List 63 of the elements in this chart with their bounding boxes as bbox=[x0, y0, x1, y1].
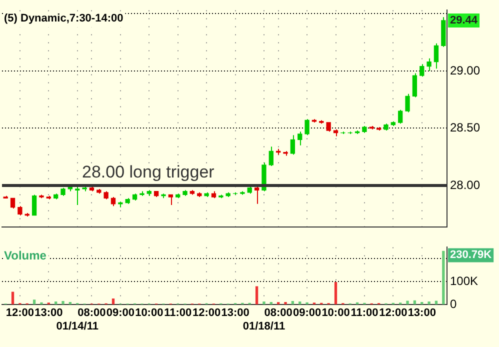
x-tick-label: 09:00 bbox=[292, 307, 322, 320]
annotation: 29.44 bbox=[450, 14, 478, 27]
bar bbox=[68, 302, 72, 304]
bar bbox=[334, 282, 338, 304]
bar bbox=[270, 302, 272, 304]
x-tick-label: 13:00 bbox=[34, 307, 63, 320]
bar bbox=[298, 301, 302, 304]
chart-title: Volume bbox=[4, 248, 47, 263]
x-tick-label: 01/18/11 bbox=[242, 320, 286, 332]
x-tick-label: 12:00 bbox=[192, 307, 221, 320]
candlestick bbox=[254, 185, 260, 204]
bar bbox=[62, 301, 64, 304]
y-tick-label: 100K bbox=[450, 274, 478, 288]
x-tick-label: 08:00 bbox=[78, 307, 106, 320]
bar bbox=[112, 298, 115, 304]
bar bbox=[420, 302, 424, 304]
x-tick-label: 01/14/11 bbox=[56, 320, 98, 332]
candlestick bbox=[405, 93, 410, 113]
x-tick-label: 12:00 bbox=[379, 307, 408, 320]
x-tick-label: 12:00 bbox=[6, 307, 34, 320]
ref-line-label: 28.00 long trigger bbox=[82, 162, 215, 182]
candlestick bbox=[398, 109, 403, 124]
candlestick bbox=[420, 64, 424, 78]
text: 230.79K bbox=[450, 249, 492, 262]
candlestick bbox=[268, 146, 274, 167]
bar bbox=[54, 301, 58, 304]
candlestick bbox=[32, 194, 37, 216]
bar bbox=[255, 286, 258, 304]
candlestick bbox=[426, 58, 432, 72]
candlestick bbox=[304, 118, 310, 136]
y-tick-label: 28.50 bbox=[450, 120, 480, 135]
candlestick bbox=[18, 206, 22, 216]
x-tick-label: 08:00 bbox=[264, 307, 292, 320]
candlestick bbox=[110, 196, 116, 207]
x-tick-label: 10:00 bbox=[322, 307, 350, 320]
bar bbox=[413, 300, 416, 304]
bar bbox=[434, 300, 438, 304]
x-tick-label: 13:00 bbox=[221, 307, 250, 320]
bar bbox=[11, 292, 14, 304]
bar bbox=[428, 301, 430, 304]
bar bbox=[32, 300, 36, 304]
y-tick-label: 29.00 bbox=[450, 63, 480, 78]
candlestick bbox=[75, 186, 80, 206]
candlestick bbox=[298, 131, 302, 146]
bar bbox=[262, 301, 266, 304]
x-tick-label: 10:00 bbox=[135, 307, 164, 320]
candlestick bbox=[434, 42, 439, 70]
candlestick bbox=[412, 72, 418, 98]
x-tick-label: 11:00 bbox=[350, 307, 378, 320]
y-tick-label: 28.00 bbox=[450, 178, 480, 192]
x-tick-label: 09:00 bbox=[106, 307, 134, 320]
bar bbox=[442, 250, 445, 304]
chart-title: (5) Dynamic,7:30-14:00 bbox=[4, 12, 124, 25]
x-tick-label: 11:00 bbox=[164, 307, 192, 320]
candlestick bbox=[326, 122, 331, 132]
candlestick bbox=[290, 134, 296, 156]
bar bbox=[284, 302, 287, 304]
bar bbox=[291, 301, 294, 304]
x-tick-label: 13:00 bbox=[408, 307, 436, 320]
y-tick-label: 0 bbox=[450, 296, 457, 311]
candlestick bbox=[168, 194, 173, 206]
candlestick bbox=[10, 198, 16, 209]
bar bbox=[406, 300, 409, 304]
